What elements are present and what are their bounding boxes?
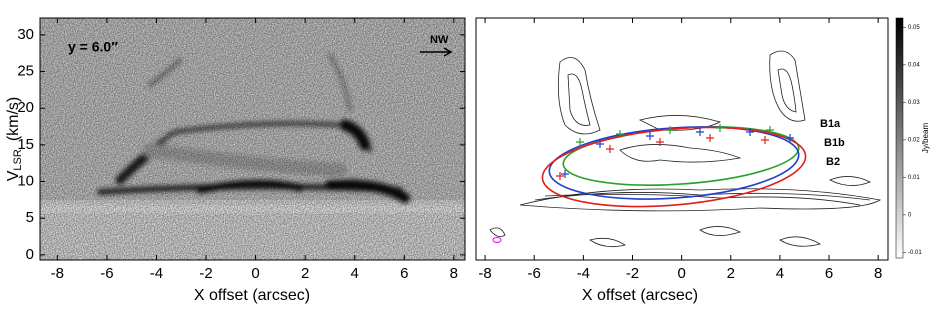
- colorbar-tick-label: 0.02: [908, 137, 920, 143]
- colorbar-tick-label: 0.04: [908, 62, 920, 68]
- x-tick-label: 2: [301, 265, 309, 282]
- y-axis-label: VLSR (km/s): [5, 97, 24, 182]
- x-tick-label: 8: [874, 265, 882, 282]
- plot-frame: [39, 17, 466, 261]
- x-tick-label: -2: [626, 265, 639, 282]
- y-tick-label: 5: [26, 209, 34, 226]
- x-tick-label: -4: [577, 265, 590, 282]
- x-axis-label: X offset (arcsec): [194, 287, 310, 304]
- y-tick-label: 20: [17, 99, 34, 116]
- y-tick-label: 15: [17, 136, 34, 153]
- model-markers: [556, 124, 794, 180]
- model-ellipses: [541, 126, 807, 208]
- model-label: B1a: [820, 118, 841, 130]
- model-label: B2: [826, 156, 840, 168]
- plot-frame: [475, 17, 889, 261]
- model-ellipse: [548, 126, 800, 200]
- y-axis-label-main: V: [5, 170, 22, 181]
- x-tick-label: 6: [400, 265, 408, 282]
- x-tick-label: -6: [100, 265, 113, 282]
- y-tick-label: 0: [26, 246, 34, 263]
- colorbar: [895, 17, 904, 259]
- annotation: NW: [430, 34, 449, 46]
- pv-image: [40, 18, 465, 260]
- annotation: y = 6.0″: [68, 39, 118, 55]
- beam: [492, 237, 502, 243]
- colorbar-tick-label: 0.01: [908, 175, 920, 181]
- model-ellipse: [541, 126, 807, 208]
- y-tick-label: 30: [17, 26, 34, 43]
- x-tick-label: 6: [825, 265, 833, 282]
- x-tick-label: 2: [727, 265, 735, 282]
- y-tick-label: 10: [17, 173, 34, 190]
- x-axis-label: X offset (arcsec): [582, 287, 698, 304]
- colorbar-tick-label: -0.01: [908, 250, 922, 256]
- x-tick-label: -8: [478, 265, 491, 282]
- y-tick-label: 25: [17, 63, 34, 80]
- x-tick-label: 4: [776, 265, 784, 282]
- colorbar-tick-label: 0.05: [908, 25, 920, 31]
- x-tick-label: 4: [351, 265, 359, 282]
- direction-arrow: [420, 47, 453, 57]
- colorbar-tick-label: 0.03: [908, 100, 920, 106]
- model-label: B1b: [824, 137, 845, 149]
- x-tick-label: 0: [251, 265, 259, 282]
- colorbar-tick-label: 0: [908, 212, 912, 218]
- colorbar-label: Jy/beam: [921, 123, 930, 154]
- x-tick-label: -2: [199, 265, 212, 282]
- x-tick-label: 0: [677, 265, 685, 282]
- x-tick-label: 8: [450, 265, 458, 282]
- y-axis-label-sub: LSR: [12, 149, 24, 170]
- x-tick-label: -8: [51, 265, 64, 282]
- x-tick-label: -6: [528, 265, 541, 282]
- y-axis-label-unit: (km/s): [5, 97, 22, 141]
- x-tick-label: -4: [150, 265, 163, 282]
